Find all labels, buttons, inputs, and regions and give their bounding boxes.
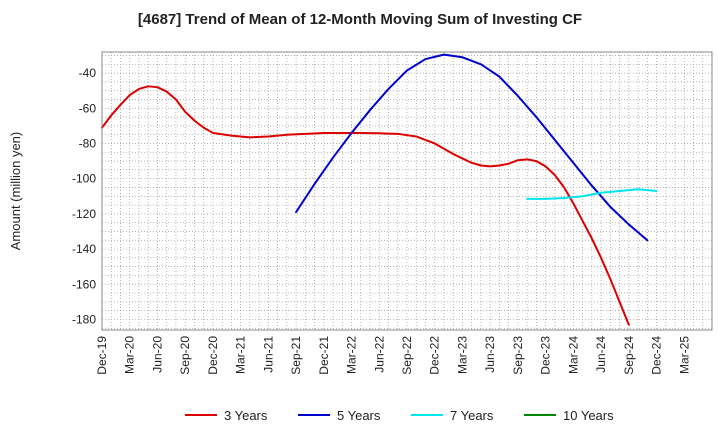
x-tick-label: Sep-20 <box>178 336 192 375</box>
y-tick-label: -180 <box>72 312 96 326</box>
x-tick-label: Mar-25 <box>677 336 691 374</box>
x-axis-ticks: Dec-19 Mar-20 Jun-20 Sep-20 Dec-20 Mar-21 Jun-… <box>95 336 691 375</box>
x-tick-label: Mar-22 <box>345 336 359 374</box>
x-tick-label: Dec-24 <box>650 336 664 375</box>
x-tick-label: Sep-22 <box>400 336 414 375</box>
plot-border <box>101 51 713 331</box>
legend-label: 3 Years <box>224 408 268 423</box>
grid <box>101 52 713 330</box>
x-tick-label: Sep-21 <box>289 336 303 375</box>
x-tick-label: Dec-20 <box>206 336 220 375</box>
chart-title: [4687] Trend of Mean of 12-Month Moving … <box>138 11 582 28</box>
x-tick-label: Jun-20 <box>150 336 164 373</box>
y-axis-ticks: -40 -60 -80 -100 -120 -140 -160 -180 <box>72 66 96 326</box>
x-tick-label: Mar-20 <box>123 336 137 374</box>
y-tick-label: -100 <box>72 172 96 186</box>
legend-label: 10 Years <box>563 408 614 423</box>
series-line-5-years <box>295 53 649 242</box>
x-tick-label: Jun-21 <box>261 336 275 373</box>
x-tick-label: Mar-24 <box>566 336 580 374</box>
y-tick-label: -40 <box>79 66 97 80</box>
y-tick-label: -60 <box>79 101 97 115</box>
x-tick-label: Mar-23 <box>455 336 469 374</box>
y-tick-label: -120 <box>72 207 96 221</box>
legend: 3 Years 5 Years 7 Years 10 Years <box>185 408 614 423</box>
x-tick-label: Dec-19 <box>95 336 109 375</box>
series-line-7-years <box>526 188 658 200</box>
y-tick-label: -80 <box>79 136 97 150</box>
x-tick-label: Sep-23 <box>511 336 525 375</box>
legend-label: 5 Years <box>337 408 381 423</box>
x-tick-label: Dec-23 <box>539 336 553 375</box>
series-group <box>101 53 658 326</box>
x-tick-label: Jun-23 <box>483 336 497 373</box>
x-tick-label: Mar-21 <box>234 336 248 374</box>
x-tick-label: Sep-24 <box>622 336 636 375</box>
x-tick-label: Jun-22 <box>372 336 386 373</box>
series-line-3-years <box>101 85 630 326</box>
y-axis-label: Amount (million yen) <box>8 132 23 251</box>
x-tick-label: Dec-21 <box>317 336 331 375</box>
y-tick-label: -140 <box>72 242 96 256</box>
x-tick-label: Dec-22 <box>428 336 442 375</box>
legend-label: 7 Years <box>450 408 494 423</box>
y-tick-label: -160 <box>72 277 96 291</box>
x-tick-label: Jun-24 <box>594 336 608 373</box>
